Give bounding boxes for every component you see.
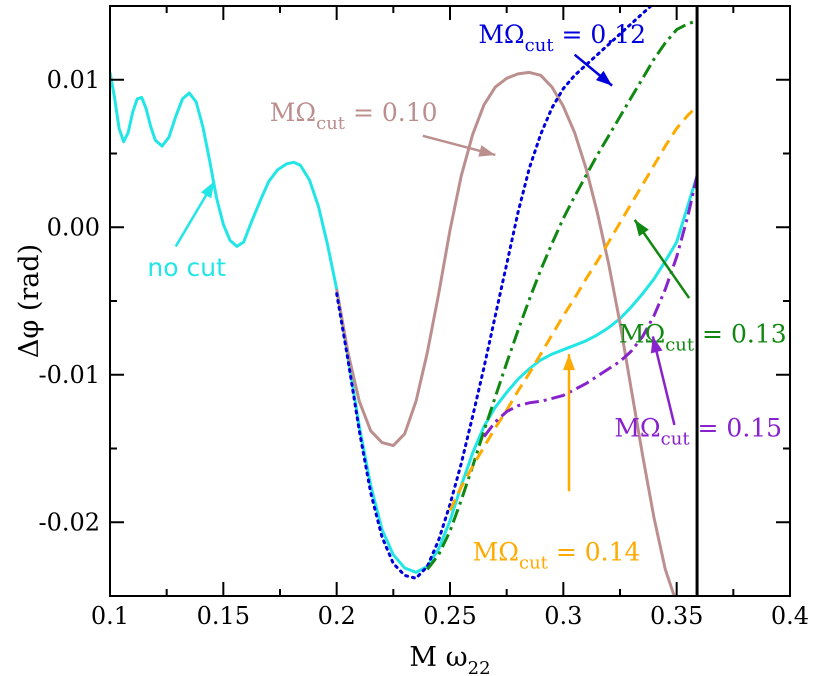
annotation-prefix: MΩ (614, 414, 660, 443)
annotation-arrowhead-cut014 (563, 354, 575, 371)
annotation-arrowhead-nocut (200, 181, 215, 199)
x-tick-label: 0.35 (650, 602, 703, 630)
annotation-prefix: no cut (147, 253, 226, 282)
annotation-arrowhead-cut012 (595, 70, 613, 86)
y-tick-label: 0.01 (47, 66, 100, 94)
annotation-value: = 0.15 (690, 414, 783, 443)
x-tick-label: 0.2 (318, 602, 356, 630)
annotation-arrowhead-cut013 (634, 219, 649, 237)
annotation-label-cut014: MΩcut = 0.14 (473, 538, 641, 574)
axis-layer: 0.1 0.15 0.2 0.25 0.3 0.35 0.4 -0.02 -0.01 0.00 0.… (38, 5, 809, 630)
annotation-subscript: cut (519, 553, 549, 574)
annotation-value: = 0.13 (694, 319, 787, 348)
series-line-nocut (110, 72, 699, 574)
annotation-prefix: MΩ (478, 20, 524, 49)
annotation-subscript: cut (525, 35, 555, 56)
y-tick-label: 0.00 (47, 213, 100, 241)
series-line-cut010 (335, 70, 676, 596)
x-tick-label: 0.1 (91, 602, 129, 630)
annotation-prefix: MΩ (619, 319, 665, 348)
y-axis-label: Δφ (rad) (14, 244, 45, 358)
x-tick-label: 0.3 (544, 602, 582, 630)
annotation-prefix: MΩ (270, 98, 316, 127)
y-tick-label: -0.02 (38, 508, 100, 536)
annotation-value: = 0.12 (554, 20, 647, 49)
annotation-subscript: cut (661, 429, 691, 450)
x-tick-label: 0.15 (197, 602, 250, 630)
annotation-subscript: cut (316, 113, 346, 134)
annotation-arrowhead-cut015 (650, 336, 663, 354)
annotation-value: = 0.14 (548, 538, 641, 567)
annotation-value: = 0.10 (345, 98, 438, 127)
x-axis-label: M ω22 (409, 642, 490, 676)
series-layer (110, 6, 699, 596)
annotation-label-cut015: MΩcut = 0.15 (614, 414, 782, 450)
annotation-arrowhead-cut010 (478, 145, 496, 157)
series-line-cut012 (335, 6, 654, 580)
x-tick-label: 0.4 (771, 602, 809, 630)
y-tick-label: -0.01 (38, 361, 100, 389)
series-line-cut015 (482, 175, 699, 438)
plot-frame (109, 5, 791, 597)
annotation-label-cut010: MΩcut = 0.10 (270, 98, 438, 134)
series-line-cut014 (448, 105, 699, 512)
x-tick-label: 0.25 (423, 602, 476, 630)
annotation-label-nocut: no cut (147, 253, 226, 282)
annotation-prefix: MΩ (473, 538, 519, 567)
annotation-label-cut012: MΩcut = 0.12 (478, 20, 646, 56)
annotation-label-cut013: MΩcut = 0.13 (619, 319, 787, 355)
annotation-subscript: cut (665, 334, 695, 355)
